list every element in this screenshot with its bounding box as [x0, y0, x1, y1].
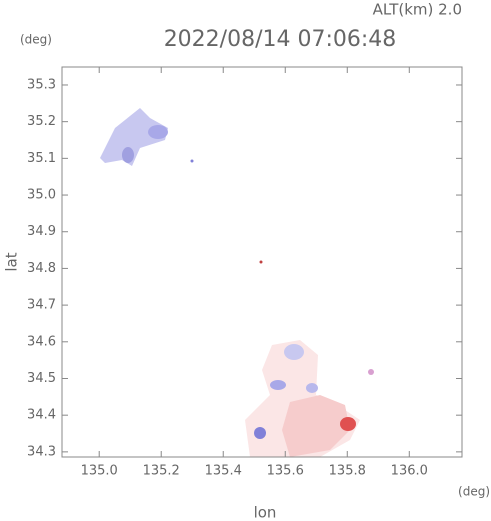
y-unit: (deg) [20, 33, 52, 47]
x-tick-label: 135.8 [329, 464, 366, 479]
echo-spot [190, 159, 194, 163]
plot-frame [61, 66, 463, 458]
x-tick-label: 135.2 [143, 464, 180, 479]
x-tick-label: 135.6 [267, 464, 304, 479]
y-tick-label: 34.5 [27, 371, 56, 386]
echo-blue [254, 427, 266, 439]
x-unit: (deg) [458, 485, 490, 499]
echo-blue [148, 125, 168, 139]
y-tick-label: 34.4 [27, 408, 56, 423]
chart-title: 2022/08/14 07:06:48 [164, 27, 397, 52]
radar-echoes [100, 108, 374, 457]
y-tick-label: 35.2 [27, 114, 56, 129]
echo-blue [122, 147, 134, 163]
y-tick-label: 34.6 [27, 334, 56, 349]
x-tick-label: 136.0 [391, 464, 428, 479]
y-tick-label: 34.7 [27, 298, 56, 313]
y-tick-label: 34.8 [27, 261, 56, 276]
x-tick-label: 135.0 [81, 464, 118, 479]
echo-blue [284, 344, 304, 360]
echo-spot [368, 369, 374, 375]
echo-spot [259, 260, 263, 264]
altitude-label: ALT(km) 2.0 [373, 1, 462, 19]
y-tick-label: 34.3 [27, 444, 56, 459]
echo-pink [282, 395, 350, 457]
echo-blue [270, 380, 286, 390]
echo-blue [100, 108, 168, 166]
x-tick-label: 135.4 [205, 464, 242, 479]
echo-blue [306, 383, 318, 393]
y-tick-label: 35.3 [27, 77, 56, 92]
y-axis-label: lat [3, 252, 21, 271]
y-tick-label: 35.1 [27, 151, 56, 166]
echo-red [340, 417, 356, 431]
x-axis-label: lon [254, 504, 277, 521]
y-tick-label: 35.0 [27, 188, 56, 203]
y-tick-label: 34.9 [27, 224, 56, 239]
